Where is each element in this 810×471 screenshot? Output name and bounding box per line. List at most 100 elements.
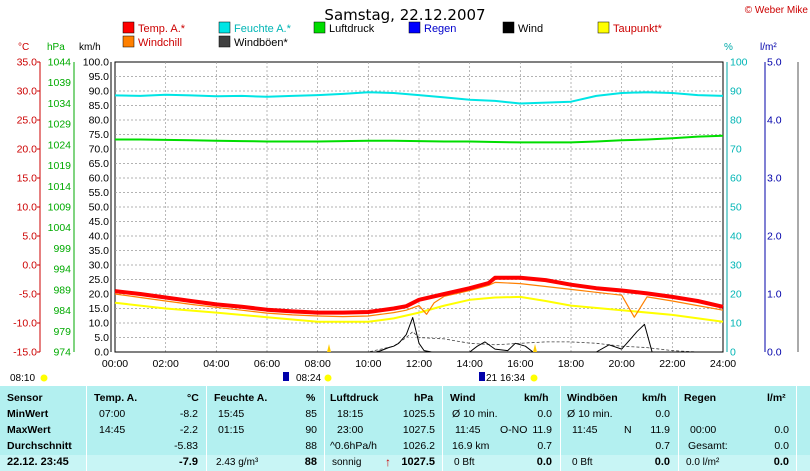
x-tick-label: 24:00 — [710, 358, 736, 370]
weather-chart: Samstag, 22.12.2007 © Weber Mike Temp. A.*… — [10, 5, 808, 384]
current-gust-bft: 0 Bft — [572, 457, 593, 468]
min-press-value: 1025.5 — [402, 408, 435, 420]
rain-tick-label: 2.0 — [767, 231, 782, 243]
wind-axis-label: km/h — [79, 42, 101, 53]
max-hum-time: 01:15 — [218, 424, 245, 436]
current-rain: 0.0 — [773, 456, 789, 468]
min-temp-time: 07:00 — [99, 408, 126, 420]
sun-icon — [324, 374, 332, 382]
wind-tick-label: 40.0 — [89, 231, 110, 243]
x-tick-label: 14:00 — [457, 358, 483, 370]
max-press-time: 23:00 — [337, 424, 364, 436]
x-tick-label: 10:00 — [355, 358, 381, 370]
temp-tick-label: 10.0 — [17, 202, 38, 214]
legend-swatch-windchill — [122, 35, 135, 48]
wind-tick-label: 75.0 — [89, 129, 110, 141]
rain-tick-label: 0.0 — [767, 347, 782, 359]
wind-tick-label: 65.0 — [89, 158, 110, 170]
max-wind-direction: O-NO — [500, 424, 528, 436]
min-hum-time: 15:45 — [218, 408, 245, 420]
hdr-rain: Regen — [684, 392, 717, 404]
col-divider — [206, 386, 207, 471]
temp-tick-label: 30.0 — [17, 86, 38, 98]
humidity-tick-label: 30 — [730, 260, 742, 272]
series-line-gust — [115, 331, 723, 353]
current-gust: 0.0 — [654, 456, 670, 468]
min-hum-value: 85 — [305, 408, 317, 420]
row-max-label: MaxWert — [7, 424, 51, 436]
pressure-tick-label: 989 — [53, 284, 71, 296]
current-weather-text: sonnig — [332, 457, 362, 468]
wind-tick-label: 55.0 — [89, 187, 110, 199]
current-rain-rate: 0.0 l/m² — [686, 457, 720, 468]
current-abs-humidity: 2.43 g/m³ — [216, 457, 259, 468]
current-wind: 0.0 — [536, 456, 552, 468]
legend-label-dewpoint: Taupunkt* — [613, 23, 663, 35]
min-wind-label: Ø 10 min. — [452, 408, 498, 420]
pressure-tick-label: 984 — [53, 305, 71, 317]
sunset-prefix: 21 — [486, 373, 498, 384]
humidity-axis-label: % — [724, 42, 733, 53]
sunrise-marker-icon — [283, 372, 289, 381]
pressure-tick-label: 1004 — [48, 222, 72, 234]
hdr-press: Luftdruck — [330, 392, 379, 404]
wind-tick-label: 45.0 — [89, 216, 110, 228]
max-wind-value: 11.9 — [532, 424, 552, 436]
min-temp-value: -8.2 — [179, 408, 198, 420]
max-rain-time: 00:00 — [690, 424, 717, 436]
humidity-tick-label: 10 — [730, 318, 742, 330]
wind-tick-label: 25.0 — [89, 274, 110, 286]
min-gust-value: 0.0 — [655, 408, 670, 420]
sunset-marker-icon — [479, 372, 485, 381]
humidity-tick-label: 20 — [730, 289, 742, 301]
temp-tick-label: 25.0 — [17, 115, 38, 127]
pressure-tick-label: 999 — [53, 243, 71, 255]
legend-label-gust: Windböen* — [234, 37, 289, 49]
humidity-tick-label: 70 — [730, 144, 742, 156]
min-gust-label: Ø 10 min. — [567, 408, 613, 420]
x-tick-label: 20:00 — [609, 358, 635, 370]
temp-axis-label: °C — [18, 42, 29, 53]
pressure-axis-label: hPa — [47, 42, 65, 53]
x-tick-label: 18:00 — [558, 358, 584, 370]
x-tick-label: 16:00 — [507, 358, 533, 370]
legend-swatch-gust — [218, 35, 231, 48]
pressure-tick-label: 1034 — [48, 98, 72, 110]
legend-swatch-pressure — [313, 21, 326, 34]
humidity-tick-label: 90 — [730, 86, 742, 98]
wind-distance: 16.9 km — [452, 440, 490, 452]
rain-tick-label: 1.0 — [767, 289, 782, 301]
pressure-tick-label: 1019 — [48, 160, 72, 172]
humidity-tick-label: 80 — [730, 115, 742, 127]
temp-tick-label: 0.0 — [22, 260, 37, 272]
temp-tick-label: 5.0 — [22, 231, 37, 243]
avg-wind-value: 0.7 — [537, 440, 552, 452]
hdr-rain-unit: l/m² — [767, 392, 786, 404]
current-values-row — [0, 455, 810, 471]
col-divider — [560, 386, 561, 471]
sun-icon — [530, 374, 538, 382]
wind-tick-label: 85.0 — [89, 100, 110, 112]
wind-tick-label: 15.0 — [89, 303, 110, 315]
x-tick-label: 02:00 — [153, 358, 179, 370]
pressure-tick-label: 1014 — [48, 181, 72, 193]
temp-tick-label: -15.0 — [13, 347, 37, 359]
col-divider — [86, 386, 87, 471]
hdr-sensor: Sensor — [7, 392, 43, 404]
legend-swatch-wind — [502, 21, 515, 34]
hdr-wind-unit: km/h — [524, 392, 549, 404]
marker-left-time: 08:10 — [10, 373, 35, 384]
max-temp-time: 14:45 — [99, 424, 126, 436]
x-tick-label: 04:00 — [203, 358, 229, 370]
wind-tick-label: 0.0 — [94, 347, 109, 359]
legend-label-humidity: Feuchte A.* — [234, 23, 292, 35]
sun-ray-icon — [533, 344, 537, 352]
legend-label-wind: Wind — [518, 23, 543, 35]
max-temp-value: -2.2 — [179, 424, 198, 436]
series-line-pressure — [115, 134, 724, 144]
wind-tick-label: 80.0 — [89, 115, 110, 127]
hdr-gust: Windböen — [567, 392, 618, 404]
col-divider — [796, 386, 797, 471]
row-min-label: MinWert — [7, 408, 49, 420]
x-tick-label: 22:00 — [659, 358, 685, 370]
